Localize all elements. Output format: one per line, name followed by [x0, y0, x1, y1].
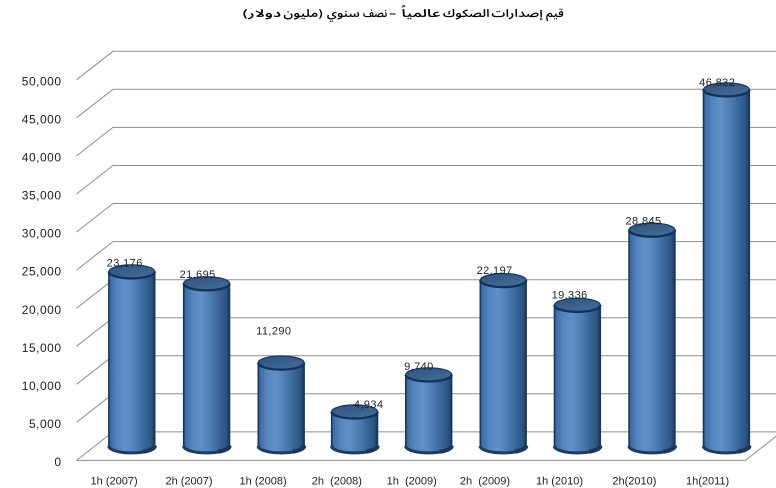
- svg-text:10,000: 10,000: [22, 379, 62, 393]
- svg-text:2h (2008): 2h (2008): [312, 476, 362, 488]
- svg-text:20,000: 20,000: [22, 303, 62, 317]
- svg-text:2h(2010): 2h(2010): [612, 476, 656, 488]
- svg-text:2h (2007): 2h (2007): [165, 476, 212, 488]
- svg-text:1h (2008): 1h (2008): [240, 476, 287, 488]
- svg-text:5,000: 5,000: [29, 417, 62, 431]
- svg-text:1h(2011): 1h(2011): [686, 476, 729, 488]
- svg-text:21,695: 21,695: [180, 269, 216, 281]
- svg-text:2h (2009): 2h (2009): [460, 476, 510, 488]
- svg-text:19,336: 19,336: [552, 289, 588, 301]
- svg-text:0: 0: [54, 455, 61, 469]
- svg-text:22,197: 22,197: [477, 265, 513, 277]
- svg-text:9,740: 9,740: [404, 361, 434, 373]
- svg-text:15,000: 15,000: [22, 341, 62, 355]
- svg-text:28,845: 28,845: [625, 216, 661, 228]
- svg-text:1h (2009): 1h (2009): [387, 476, 437, 488]
- svg-text:11,290: 11,290: [256, 326, 291, 338]
- svg-text:4,934: 4,934: [354, 399, 384, 411]
- svg-text:40,000: 40,000: [22, 151, 62, 165]
- svg-text:30,000: 30,000: [22, 227, 62, 241]
- svg-text:45,000: 45,000: [22, 112, 62, 126]
- svg-text:1h (2010): 1h (2010): [536, 476, 583, 488]
- svg-text:1h (2007): 1h (2007): [91, 476, 138, 488]
- svg-text:46,832: 46,832: [699, 77, 735, 89]
- svg-text:35,000: 35,000: [22, 189, 62, 203]
- svg-text:50,000: 50,000: [22, 74, 62, 88]
- svg-text:25,000: 25,000: [22, 265, 62, 279]
- svg-text:23,176: 23,176: [107, 258, 143, 270]
